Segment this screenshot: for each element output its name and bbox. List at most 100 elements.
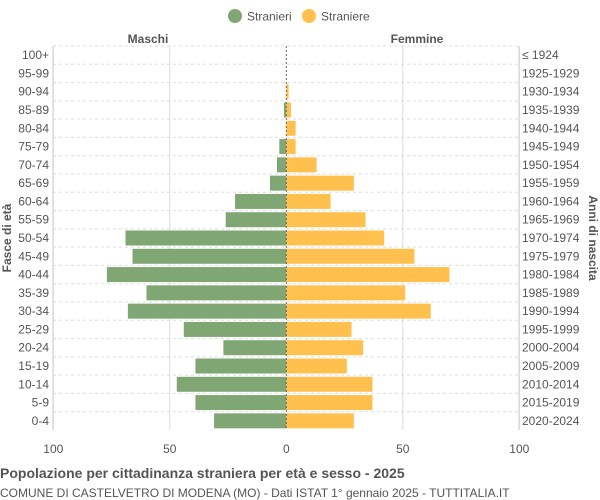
legend-label-stranieri: Stranieri [247, 10, 292, 24]
birth-year-label: 1945-1949 [522, 140, 580, 154]
bar-female-90-94 [286, 84, 289, 100]
birth-year-label: 2000-2004 [522, 341, 580, 355]
y-axis-label-right: Anni di nascita [586, 195, 600, 281]
x-tick-label: 50 [163, 442, 177, 456]
birth-year-label: 1950-1954 [522, 158, 580, 172]
y-axis-label-left: Fasce di età [0, 203, 14, 272]
bar-male-40-44 [106, 267, 287, 283]
birth-year-label: 1970-1974 [522, 231, 580, 245]
bar-female-10-14 [286, 376, 373, 392]
legend: Stranieri Straniere [228, 9, 370, 24]
x-tick-label: 100 [43, 442, 63, 456]
bar-female-60-64 [286, 193, 331, 209]
age-label: 75-79 [18, 140, 49, 154]
category-labels: 100+ ≤ 1924 95-99 1925-1929 90-94 1930-1934 85… [18, 48, 579, 428]
bar-female-55-59 [286, 212, 366, 228]
bar-male-70-74 [276, 157, 287, 173]
birth-year-label: 2015-2019 [522, 396, 580, 410]
age-label: 20-24 [18, 341, 49, 355]
left-header: Maschi [128, 32, 169, 46]
bar-male-5-9 [195, 395, 287, 411]
age-label: 65-69 [18, 176, 49, 190]
bar-female-85-89 [286, 102, 291, 118]
bar-female-25-29 [286, 321, 352, 337]
age-label: 30-34 [18, 304, 49, 318]
age-label: 70-74 [18, 158, 49, 172]
age-label: 0-4 [32, 414, 50, 428]
bar-female-75-79 [286, 139, 296, 155]
age-label: 90-94 [18, 85, 49, 99]
bar-male-25-29 [183, 321, 287, 337]
age-label: 85-89 [18, 103, 49, 117]
bar-male-85-89 [283, 102, 287, 118]
grid [52, 45, 520, 430]
bar-female-35-39 [286, 285, 406, 301]
bar-female-50-54 [286, 230, 385, 246]
birth-year-label: 1960-1964 [522, 194, 580, 208]
age-label: 25-29 [18, 322, 49, 336]
bar-male-20-24 [223, 340, 287, 356]
birth-year-label: 2005-2009 [522, 359, 580, 373]
bar-male-10-14 [176, 376, 287, 392]
bar-female-65-69 [286, 175, 354, 191]
bar-female-5-9 [286, 395, 373, 411]
birth-year-label: 1955-1959 [522, 176, 580, 190]
birth-year-label: ≤ 1924 [522, 48, 559, 62]
age-label: 50-54 [18, 231, 49, 245]
bar-female-40-44 [286, 267, 450, 283]
legend-swatch-straniere [302, 9, 316, 23]
birth-year-label: 1990-1994 [522, 304, 580, 318]
bar-male-60-64 [235, 193, 287, 209]
bar-male-65-69 [269, 175, 287, 191]
legend-swatch-stranieri [228, 9, 242, 23]
x-tick-label: 0 [283, 442, 290, 456]
birth-year-label: 1940-1944 [522, 121, 580, 135]
birth-year-label: 1935-1939 [522, 103, 580, 117]
bar-female-15-19 [286, 358, 347, 374]
age-label: 40-44 [18, 268, 49, 282]
age-label: 45-49 [18, 249, 49, 263]
bar-female-20-24 [286, 340, 364, 356]
bar-female-45-49 [286, 248, 415, 264]
bar-male-45-49 [132, 248, 287, 264]
bar-male-30-34 [127, 303, 287, 319]
bars [106, 46, 450, 430]
bar-male-50-54 [125, 230, 287, 246]
x-tick-label: 50 [396, 442, 410, 456]
chart-title: Popolazione per cittadinanza straniera p… [0, 465, 405, 481]
bar-male-75-79 [279, 139, 287, 155]
birth-year-label: 2010-2014 [522, 377, 580, 391]
bar-male-35-39 [146, 285, 287, 301]
bar-female-0-4 [286, 413, 354, 429]
bar-female-70-74 [286, 157, 317, 173]
birth-year-label: 1930-1934 [522, 85, 580, 99]
bar-male-0-4 [214, 413, 287, 429]
bar-female-30-34 [286, 303, 431, 319]
x-tick-label: 100 [509, 442, 529, 456]
age-label: 5-9 [32, 396, 50, 410]
bar-male-55-59 [225, 212, 287, 228]
birth-year-label: 1995-1999 [522, 322, 580, 336]
birth-year-label: 1965-1969 [522, 213, 580, 227]
bar-female-80-84 [286, 120, 296, 136]
age-label: 60-64 [18, 194, 49, 208]
birth-year-label: 1975-1979 [522, 249, 580, 263]
age-label: 95-99 [18, 66, 49, 80]
age-label: 80-84 [18, 121, 49, 135]
age-label: 10-14 [18, 377, 49, 391]
age-label: 100+ [22, 48, 49, 62]
birth-year-label: 1925-1929 [522, 66, 580, 80]
chart-subtitle: COMUNE DI CASTELVETRO DI MODENA (MO) - D… [0, 486, 510, 500]
age-label: 35-39 [18, 286, 49, 300]
age-label: 55-59 [18, 213, 49, 227]
birth-year-label: 2020-2024 [522, 414, 580, 428]
birth-year-label: 1985-1989 [522, 286, 580, 300]
age-label: 15-19 [18, 359, 49, 373]
bar-male-15-19 [195, 358, 287, 374]
legend-label-straniere: Straniere [321, 10, 370, 24]
right-header: Femmine [391, 32, 444, 46]
x-ticks: 100 50 0 50 100 [43, 442, 529, 456]
birth-year-label: 1980-1984 [522, 268, 580, 282]
